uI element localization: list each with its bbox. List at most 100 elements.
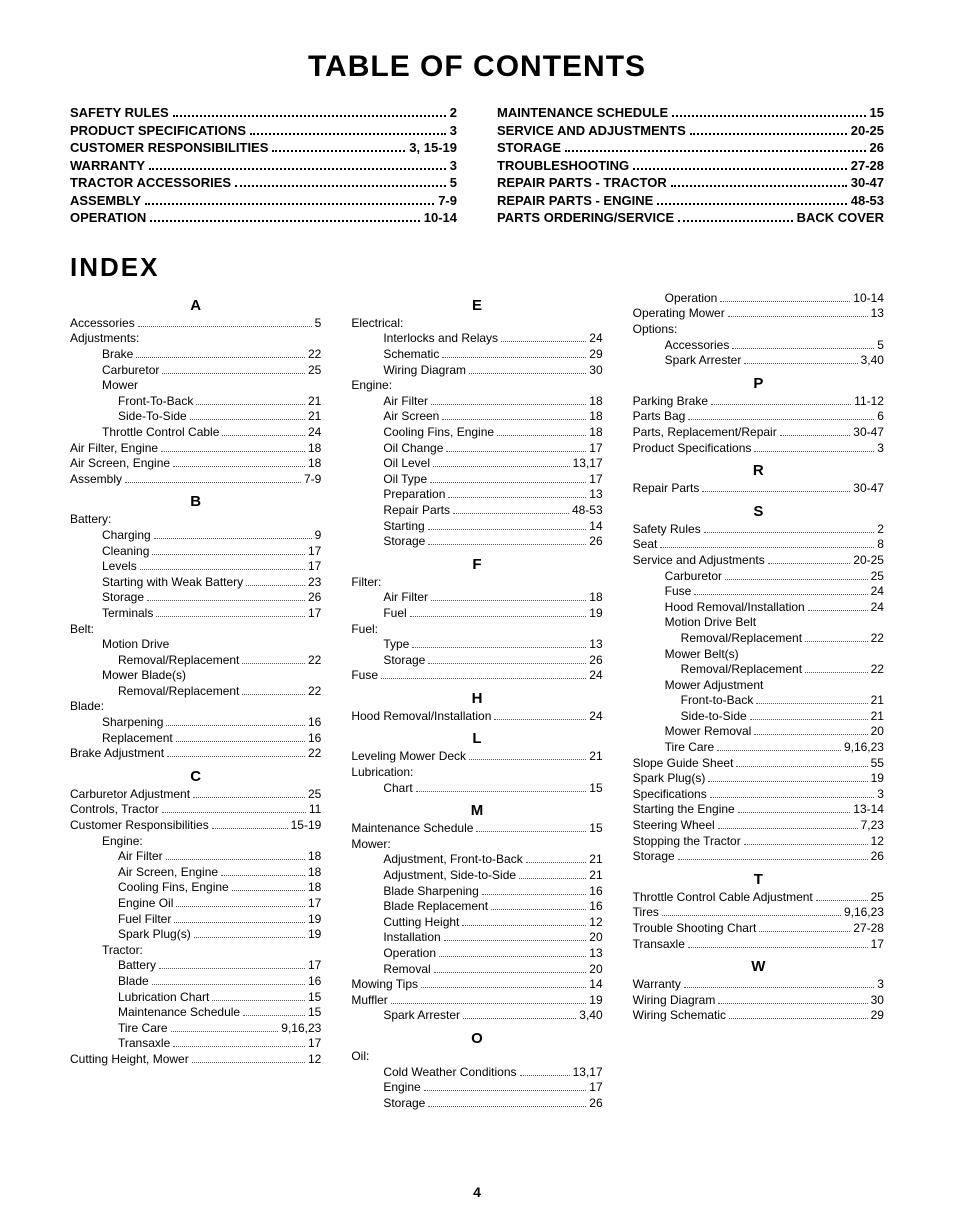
dot-leader	[439, 956, 586, 957]
index-entry: Mower	[70, 378, 321, 394]
dot-leader	[732, 348, 874, 349]
index-entry: Oil Type17	[351, 472, 602, 488]
index-page: 8	[877, 537, 884, 553]
dot-leader	[430, 482, 586, 483]
index-entry: Maintenance Schedule15	[70, 1005, 321, 1021]
index-entry: Replacement16	[70, 731, 321, 747]
index-page: 17	[308, 958, 321, 974]
toc-page: 3, 15-19	[409, 139, 457, 157]
index-entry: Warranty3	[633, 977, 884, 993]
dot-leader	[660, 547, 874, 548]
index-label: Maintenance Schedule	[70, 1005, 240, 1021]
index-page: 17	[308, 1036, 321, 1052]
index-label: Removal	[351, 962, 430, 978]
index-page: 9,16,23	[844, 905, 884, 921]
index-letter: S	[633, 503, 884, 520]
index-entry: Air Screen, Engine18	[70, 865, 321, 881]
index-entry: Seat8	[633, 537, 884, 553]
index-label: Carburetor	[633, 569, 722, 585]
dot-leader	[194, 937, 305, 938]
index-entry: Blade16	[70, 974, 321, 990]
index-entry: Wiring Diagram30	[633, 993, 884, 1009]
toc-label: SAFETY RULES	[70, 104, 169, 122]
index-page: 24	[589, 331, 602, 347]
index-page: 16	[308, 974, 321, 990]
toc-entry: ASSEMBLY7-9	[70, 192, 457, 210]
index-label: Fuel:	[351, 622, 378, 638]
dot-leader	[704, 532, 875, 533]
index-entry: Spark Plug(s)19	[633, 771, 884, 787]
index-page: 18	[589, 409, 602, 425]
dot-leader	[497, 435, 586, 436]
index-page: 21	[871, 709, 884, 725]
index-label: Fuel	[351, 606, 406, 622]
index-page: 13	[589, 637, 602, 653]
toc-right-column: MAINTENANCE SCHEDULE15SERVICE AND ADJUST…	[497, 104, 884, 227]
index-page: 3	[877, 787, 884, 803]
index-entry: Assembly7-9	[70, 472, 321, 488]
index-label: Spark Arrester	[633, 353, 742, 369]
index-entry: Storage26	[351, 534, 602, 550]
dot-leader	[725, 579, 868, 580]
index-entry: Tires9,16,23	[633, 905, 884, 921]
index-label: Steering Wheel	[633, 818, 715, 834]
index: AAccessories5Adjustments:Brake22Carburet…	[70, 291, 884, 1112]
index-label: Mower Belt(s)	[633, 647, 739, 663]
dot-leader	[173, 466, 305, 467]
index-label: Fuse	[351, 668, 378, 684]
index-entry: Belt:	[70, 622, 321, 638]
toc-entry: PARTS ORDERING/SERVICEBACK COVER	[497, 209, 884, 227]
dot-leader	[246, 585, 305, 586]
index-page: 23	[308, 575, 321, 591]
index-entry: Brake Adjustment22	[70, 746, 321, 762]
index-label: Throttle Control Cable	[70, 425, 219, 441]
index-page: 19	[589, 606, 602, 622]
index-letter: R	[633, 462, 884, 479]
dot-leader	[684, 987, 874, 988]
index-label: Storage	[351, 653, 425, 669]
index-entry: Repair Parts48-53	[351, 503, 602, 519]
toc-page: 3	[450, 122, 457, 140]
dot-leader	[428, 544, 586, 545]
index-col-1: AAccessories5Adjustments:Brake22Carburet…	[70, 291, 321, 1112]
dot-leader	[434, 972, 587, 973]
index-page: 22	[871, 631, 884, 647]
index-page: 12	[308, 1052, 321, 1068]
index-page: 29	[589, 347, 602, 363]
toc-label: STORAGE	[497, 139, 561, 157]
index-label: Options:	[633, 322, 678, 338]
index-label: Battery	[70, 958, 156, 974]
index-label: Transaxle	[633, 937, 685, 953]
page-number: 4	[0, 1184, 954, 1200]
index-entry: Adjustment, Front-to-Back21	[351, 852, 602, 868]
index-page: 17	[308, 559, 321, 575]
dot-leader	[519, 878, 586, 879]
index-page: 27-28	[853, 921, 884, 937]
index-entry: Carburetor25	[70, 363, 321, 379]
index-page: 15	[589, 781, 602, 797]
index-page: 24	[308, 425, 321, 441]
index-entry: Fuse24	[633, 584, 884, 600]
index-entry: Stopping the Tractor12	[633, 834, 884, 850]
index-entry: Spark Arrester3,40	[351, 1008, 602, 1024]
dot-leader	[711, 404, 851, 405]
index-entry: Removal20	[351, 962, 602, 978]
index-entry: Removal/Replacement22	[70, 653, 321, 669]
dot-leader	[816, 900, 868, 901]
index-label: Chart	[351, 781, 412, 797]
index-page: 7-9	[304, 472, 321, 488]
index-entry: Storage26	[633, 849, 884, 865]
dot-leader	[442, 357, 586, 358]
index-page: 19	[308, 912, 321, 928]
index-entry: Charging9	[70, 528, 321, 544]
toc-entry: OPERATION10-14	[70, 209, 457, 227]
index-page: 48-53	[572, 503, 603, 519]
index-entry: Side-To-Side21	[70, 409, 321, 425]
index-page: 15-19	[291, 818, 322, 834]
index-page: 12	[871, 834, 884, 850]
index-label: Replacement	[70, 731, 173, 747]
index-col-2: EElectrical:Interlocks and Relays24Schem…	[351, 291, 602, 1112]
index-entry: Oil Change17	[351, 441, 602, 457]
dot-leader	[482, 894, 587, 895]
dot-leader	[453, 513, 569, 514]
